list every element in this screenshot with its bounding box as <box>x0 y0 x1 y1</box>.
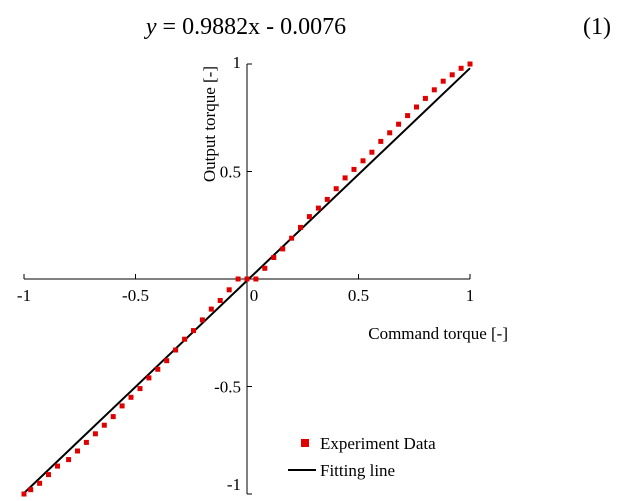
x-ticks: -1 -0.5 0 0.5 1 <box>17 274 474 305</box>
data-point <box>467 61 473 67</box>
data-point <box>164 358 170 364</box>
data-point <box>262 265 268 271</box>
legend-marker-experiment-data <box>301 439 309 447</box>
data-point <box>199 317 205 323</box>
data-point <box>414 104 419 110</box>
data-point <box>360 158 366 164</box>
data-point <box>110 414 116 420</box>
equation-number: (1) <box>583 14 611 40</box>
legend: Experiment Data Fitting line <box>288 434 436 480</box>
data-point <box>289 235 295 241</box>
data-point <box>155 366 161 372</box>
x-tick-label: -1 <box>17 286 31 305</box>
data-point <box>235 276 241 282</box>
data-point <box>83 439 89 445</box>
data-point <box>128 394 134 400</box>
y-tick-label: 0.5 <box>220 163 241 182</box>
data-point <box>280 246 286 252</box>
legend-label-experiment-data: Experiment Data <box>320 434 436 453</box>
data-point <box>396 121 402 127</box>
data-point <box>298 224 303 230</box>
y-ticks: 1 0.5 -0.5 -1 <box>214 53 252 495</box>
x-tick-label: 0.5 <box>348 286 369 305</box>
data-point <box>21 491 27 497</box>
y-tick-label: -1 <box>227 475 241 494</box>
data-point <box>208 306 214 312</box>
data-point <box>440 78 446 84</box>
equation-text: y = 0.9882x - 0.0076 <box>144 14 346 40</box>
data-point <box>351 166 357 172</box>
x-axis-title: Command torque [-] <box>368 324 508 343</box>
data-point <box>253 276 259 282</box>
y-tick-label: 1 <box>233 53 242 72</box>
experiment-data-layer <box>21 61 473 497</box>
data-point <box>271 255 277 260</box>
x-tick-label: -0.5 <box>122 286 149 305</box>
data-point <box>422 95 428 101</box>
data-point <box>378 138 384 144</box>
data-point <box>431 87 437 93</box>
data-point <box>306 214 312 220</box>
data-point <box>387 130 393 136</box>
data-point <box>66 457 72 463</box>
data-point <box>191 328 196 334</box>
data-point <box>369 149 375 155</box>
data-point <box>75 448 80 454</box>
equation-rhs: = 0.9882x - 0.0076 <box>157 14 347 40</box>
data-point <box>217 298 223 303</box>
x-tick-label: 1 <box>466 286 475 305</box>
data-point <box>146 375 152 381</box>
equation-lhs: y <box>144 14 157 40</box>
data-point <box>173 347 179 353</box>
y-axis-title: Output torque [-] <box>200 66 219 182</box>
data-point <box>244 276 250 282</box>
y-tick-label: -0.5 <box>214 378 241 397</box>
legend-label-fitting-line: Fitting line <box>320 461 395 480</box>
data-point <box>119 403 125 409</box>
x-tick-label: 0 <box>250 286 259 305</box>
data-point <box>28 487 34 493</box>
data-point <box>37 480 43 486</box>
data-point <box>182 336 188 342</box>
data-point <box>333 186 339 192</box>
data-point <box>458 65 464 71</box>
data-point <box>55 463 60 469</box>
data-point <box>315 205 321 211</box>
data-point <box>342 175 348 181</box>
data-point <box>137 386 143 392</box>
data-point <box>226 287 232 293</box>
data-point <box>405 113 411 119</box>
data-point <box>92 431 98 437</box>
data-point <box>46 472 51 478</box>
data-point <box>449 72 455 78</box>
data-point <box>324 196 330 202</box>
data-point <box>101 422 107 428</box>
